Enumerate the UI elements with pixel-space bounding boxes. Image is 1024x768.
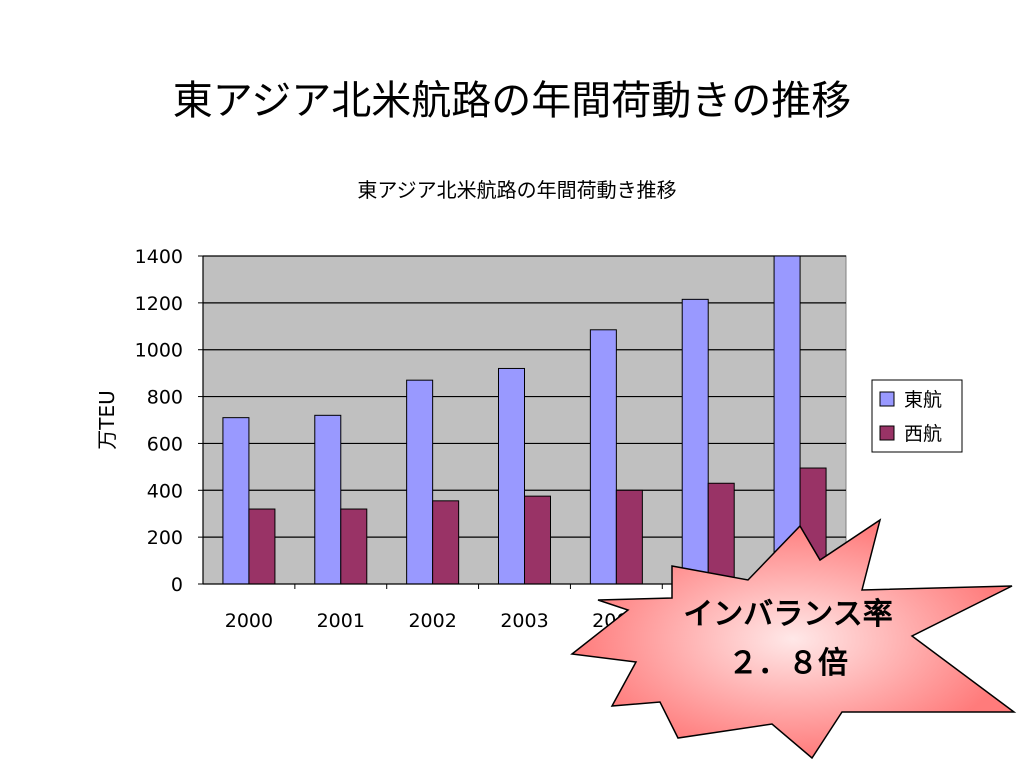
bar-eastbound-2000: [222, 417, 250, 585]
legend-label-eastbound: 東航: [904, 389, 942, 411]
bar-eastbound-2006: [773, 255, 801, 585]
x-tick-label: 2000: [225, 610, 273, 632]
y-tick-label: 600: [147, 433, 183, 455]
y-tick-label: 400: [147, 480, 183, 502]
x-tick-label: 2001: [317, 610, 365, 632]
bar-eastbound-2002: [406, 379, 434, 585]
chart-title: 東アジア北米航路の年間荷動き推移: [357, 178, 676, 202]
bar-westbound-2001: [340, 508, 368, 585]
bar-westbound-2000: [248, 508, 276, 585]
bar-eastbound-2004: [589, 329, 617, 585]
legend-swatch-eastbound: [879, 391, 895, 407]
legend: 東航 西航: [871, 379, 963, 453]
callout-line-1: インバランス率: [683, 597, 892, 632]
x-tick-label: 2002: [408, 610, 456, 632]
bar-westbound-2004: [615, 489, 643, 585]
imbalance-callout: インバランス率 ２．８倍: [570, 518, 1017, 760]
callout-line-2: ２．８倍: [728, 646, 848, 681]
bar-westbound-2002: [432, 500, 460, 585]
y-tick-label: 0: [171, 574, 183, 596]
y-tick-label: 800: [147, 387, 183, 409]
x-tick-label: 2003: [500, 610, 548, 632]
bar-eastbound-2005: [681, 298, 709, 585]
bar-westbound-2005: [707, 482, 735, 585]
y-tick-label: 1000: [135, 340, 183, 362]
bar-westbound-2003: [524, 495, 551, 585]
bar-eastbound-2001: [314, 414, 342, 585]
y-axis-label: 万TEU: [95, 390, 119, 450]
legend-label-westbound: 西航: [904, 423, 942, 445]
y-axis: 0 200 400 600 800 1000 1200 1400: [135, 246, 204, 596]
starburst-shape: [570, 518, 1017, 760]
legend-swatch-westbound: [879, 425, 895, 441]
y-tick-label: 200: [147, 527, 183, 549]
slide-title: 東アジア北米航路の年間荷動きの推移: [172, 78, 852, 124]
y-tick-label: 1200: [135, 293, 183, 315]
y-tick-label: 1400: [135, 246, 183, 268]
bar-eastbound-2003: [498, 367, 525, 585]
